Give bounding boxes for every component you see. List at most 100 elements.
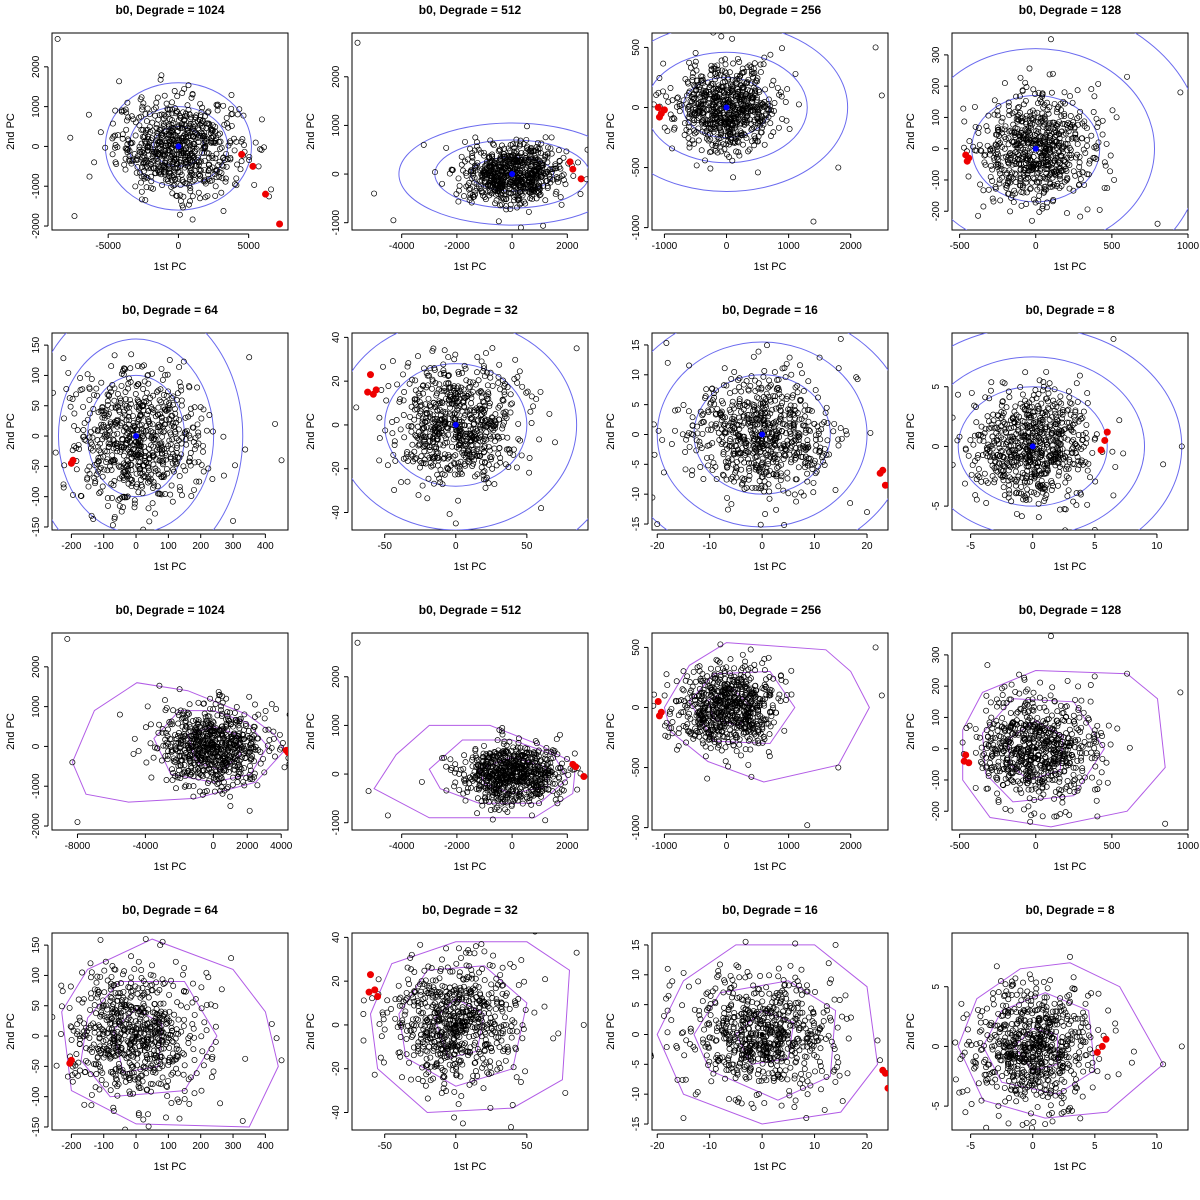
data-point	[537, 437, 542, 442]
data-point	[672, 428, 677, 433]
data-point	[47, 398, 52, 403]
x-tick-label: 2000	[840, 241, 863, 252]
data-point	[1089, 133, 1094, 138]
data-point	[410, 377, 415, 382]
data-point	[133, 184, 138, 189]
data-point	[836, 366, 841, 371]
outlier-point	[1124, 74, 1129, 79]
data-point	[706, 463, 711, 468]
data-point	[479, 465, 484, 470]
data-point	[456, 498, 461, 503]
data-point	[1008, 209, 1013, 214]
data-point	[81, 404, 86, 409]
data-point	[200, 449, 205, 454]
data-point	[189, 493, 194, 498]
data-point	[453, 352, 458, 357]
x-tick-label: -500	[950, 241, 970, 252]
x-tick-label: 0	[133, 541, 139, 552]
data-point	[771, 130, 776, 135]
plot-frame	[652, 33, 888, 230]
x-axis-label: 1st PC	[753, 561, 786, 573]
data-point	[986, 187, 991, 192]
data-point	[178, 488, 183, 493]
data-point	[479, 359, 484, 364]
data-point	[690, 71, 695, 76]
data-point	[475, 354, 480, 359]
data-point	[1083, 150, 1088, 155]
data-point	[813, 388, 818, 393]
data-point	[543, 198, 548, 203]
data-point	[81, 427, 86, 432]
x-tick-label: -2000	[444, 241, 470, 252]
data-point	[538, 389, 543, 394]
data-point	[110, 523, 115, 528]
red-point	[68, 460, 74, 466]
y-tick-label: 150	[31, 336, 42, 353]
outlier-point	[72, 213, 77, 218]
data-point	[239, 159, 244, 164]
data-point	[123, 167, 128, 172]
data-point	[529, 420, 534, 425]
data-point	[496, 219, 501, 224]
data-point	[442, 348, 447, 353]
data-point	[767, 384, 772, 389]
data-point	[514, 465, 519, 470]
data-point	[144, 119, 149, 124]
y-tick-label: 0	[31, 433, 42, 439]
data-point	[440, 181, 445, 186]
data-point	[483, 351, 488, 356]
data-point	[708, 427, 713, 432]
y-tick-label: -5	[631, 459, 642, 468]
data-point	[559, 202, 564, 207]
y-tick-label: -1000	[31, 173, 42, 199]
data-point	[497, 417, 502, 422]
data-point	[498, 387, 503, 392]
data-point	[486, 481, 491, 486]
data-point	[1029, 180, 1034, 185]
data-point	[814, 443, 819, 448]
data-point	[86, 484, 91, 489]
data-point	[699, 148, 704, 153]
data-point	[767, 489, 772, 494]
data-point	[961, 106, 966, 111]
data-point	[132, 505, 137, 510]
data-point	[739, 467, 744, 472]
outlier-point	[113, 108, 118, 113]
data-point	[1023, 180, 1028, 185]
data-point	[193, 572, 198, 577]
data-point	[457, 183, 462, 188]
y-axis-label: 2nd PC	[305, 113, 317, 150]
data-point	[452, 472, 457, 477]
data-point	[464, 378, 469, 383]
data-point	[756, 88, 761, 93]
y-tick-label: 300	[931, 46, 942, 63]
data-point	[747, 473, 752, 478]
data-point	[190, 194, 195, 199]
y-tick-label: 20	[331, 375, 342, 387]
data-point	[782, 413, 787, 418]
data-point	[473, 135, 478, 140]
data-point	[687, 145, 692, 150]
data-point	[155, 95, 160, 100]
data-point	[179, 403, 184, 408]
data-point	[105, 503, 110, 508]
data-point	[447, 512, 452, 517]
data-point	[694, 68, 699, 73]
data-point	[224, 115, 229, 120]
data-point	[178, 183, 183, 188]
data-point	[961, 145, 966, 150]
red-point	[966, 155, 972, 161]
data-point	[981, 188, 986, 193]
data-point	[395, 382, 400, 387]
data-point	[138, 180, 143, 185]
red-point	[656, 114, 662, 120]
data-point	[85, 372, 90, 377]
data-point	[824, 405, 829, 410]
data-point	[392, 487, 397, 492]
x-tick-label: -10	[702, 541, 717, 552]
data-point	[833, 487, 838, 492]
data-point	[661, 470, 666, 475]
data-point	[992, 98, 997, 103]
